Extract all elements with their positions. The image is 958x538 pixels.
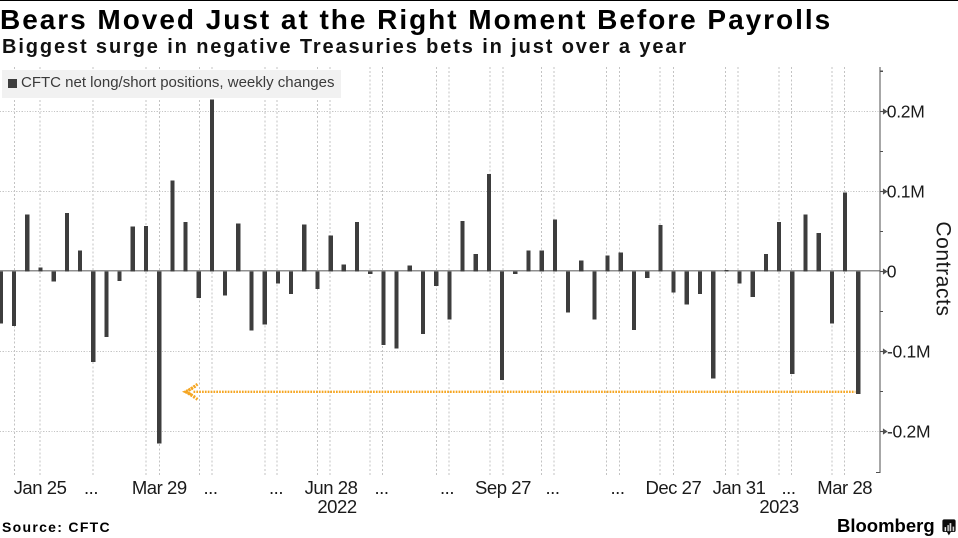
svg-text:Contracts: Contracts [932, 221, 955, 316]
svg-text:0: 0 [887, 262, 897, 282]
svg-text:Mar 29: Mar 29 [132, 477, 187, 498]
svg-text:-0.2M: -0.2M [887, 422, 930, 442]
svg-text:-0.1M: -0.1M [887, 342, 930, 362]
svg-text:...: ... [269, 477, 283, 498]
svg-text:Dec 27: Dec 27 [645, 477, 701, 498]
svg-text:...: ... [545, 477, 559, 498]
svg-text:0.1M: 0.1M [887, 182, 925, 202]
svg-text:2023: 2023 [759, 496, 799, 517]
svg-text:Jan 31: Jan 31 [713, 477, 766, 498]
svg-text:...: ... [610, 477, 624, 498]
svg-text:...: ... [374, 477, 388, 498]
svg-text:0.2M: 0.2M [887, 102, 925, 122]
svg-text:...: ... [84, 477, 98, 498]
svg-text:Mar 28: Mar 28 [817, 477, 872, 498]
svg-text:Jun 28: Jun 28 [305, 477, 358, 498]
svg-text:...: ... [203, 477, 217, 498]
svg-text:...: ... [781, 477, 795, 498]
svg-text:Jan 25: Jan 25 [14, 477, 67, 498]
svg-text:...: ... [440, 477, 454, 498]
svg-text:Sep 27: Sep 27 [475, 477, 531, 498]
svg-text:2022: 2022 [317, 496, 357, 517]
